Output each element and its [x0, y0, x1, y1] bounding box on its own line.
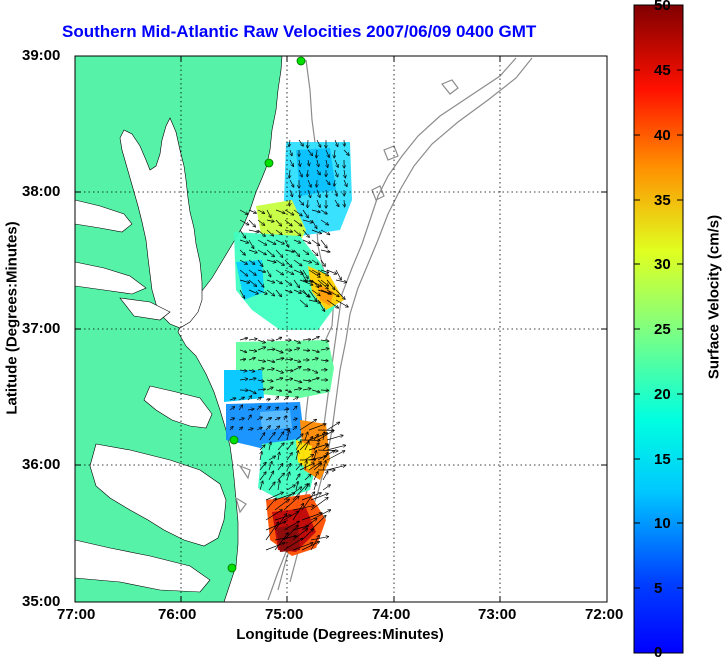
colorbar-label: Surface Velocity (cm/s)	[706, 215, 723, 379]
colorbar-tick-label: 50	[654, 0, 671, 14]
colorbar-tick-label: 20	[654, 386, 671, 403]
colorbar-tick-label: 15	[654, 451, 671, 468]
y-axis-label: Latitude (Degrees:Minutes)	[4, 221, 21, 414]
map-title: Southern Mid-Atlantic Raw Velocities 200…	[62, 22, 536, 42]
x-tick-label: 72:00	[585, 606, 623, 623]
y-tick-label: 38:00	[22, 183, 60, 200]
x-axis-label: Longitude (Degrees:Minutes)	[236, 626, 444, 643]
radar-station-marker	[297, 57, 305, 65]
velocity-patch	[296, 148, 336, 196]
colorbar-tick-label: 0	[654, 644, 662, 661]
x-tick-label: 76:00	[158, 606, 196, 623]
colorbar-tick-label: 25	[654, 321, 671, 338]
colorbar-tick-label: 5	[654, 580, 662, 597]
radar-station-marker	[230, 436, 238, 444]
y-tick-label: 37:00	[22, 320, 60, 337]
radar-station-marker	[228, 564, 236, 572]
colorbar-tick-label: 40	[654, 127, 671, 144]
radar-station-marker	[265, 159, 273, 167]
colorbar-tick-label: 45	[654, 62, 671, 79]
y-tick-label: 36:00	[22, 456, 60, 473]
x-tick-label: 74:00	[372, 606, 410, 623]
colorbar-tick-label: 35	[654, 192, 671, 209]
x-tick-label: 77:00	[57, 606, 95, 623]
colorbar-tick-label: 10	[654, 515, 671, 532]
y-tick-label: 35:00	[22, 593, 60, 610]
x-tick-label: 73:00	[478, 606, 516, 623]
y-tick-label: 39:00	[22, 47, 60, 64]
x-tick-label: 75:00	[265, 606, 303, 623]
colorbar-tick-label: 30	[654, 256, 671, 273]
